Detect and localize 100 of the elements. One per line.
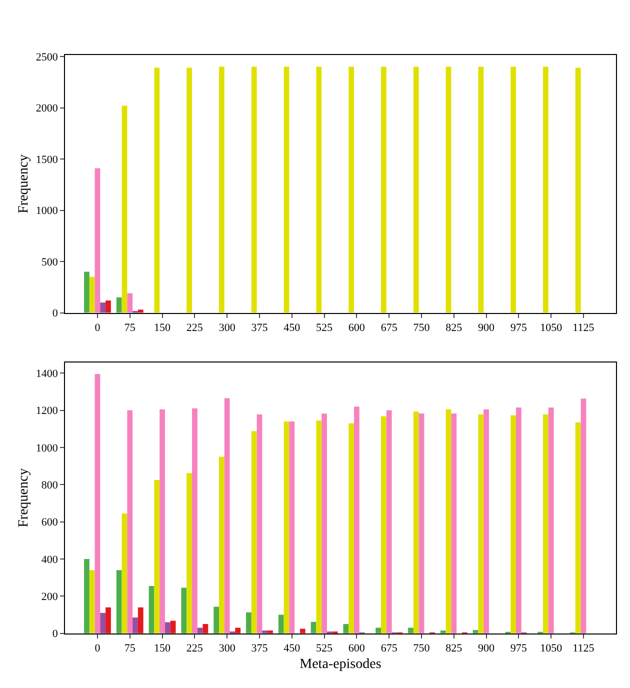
x-tick-label: 825	[446, 642, 463, 655]
bar	[575, 422, 581, 634]
bar	[160, 409, 165, 634]
bar	[164, 622, 170, 634]
bar	[186, 68, 192, 313]
bar	[122, 513, 128, 634]
bar	[181, 588, 187, 634]
bar	[219, 456, 224, 634]
x-tick-label: 600	[348, 322, 366, 334]
x-tick-label: 825	[446, 322, 463, 334]
bar	[100, 302, 106, 313]
x-tick-label: 525	[316, 642, 334, 655]
bar	[348, 423, 354, 634]
bar	[170, 620, 176, 634]
bar	[192, 408, 198, 634]
bar	[89, 276, 95, 313]
bar	[510, 66, 516, 313]
x-tick-label: 150	[154, 642, 172, 655]
bar	[376, 628, 382, 634]
x-axis-title: Meta-episodes	[300, 656, 382, 672]
y-tick-label: 200	[41, 591, 58, 604]
x-tick-label: 975	[510, 322, 528, 334]
bar	[580, 398, 586, 634]
bar	[316, 420, 322, 634]
y-tick-label: 1400	[36, 368, 58, 380]
bar	[138, 310, 144, 313]
bar	[214, 606, 220, 634]
bar	[94, 374, 100, 634]
x-tick-label: 600	[348, 642, 366, 655]
y-tick-label: 2000	[36, 102, 58, 115]
bar	[516, 408, 522, 634]
x-tick-label: 300	[218, 642, 236, 655]
x-tick-label: 750	[413, 642, 430, 655]
x-tick-label: 900	[478, 322, 496, 334]
bar	[224, 398, 230, 634]
y-tick-label: 600	[41, 516, 58, 529]
bar	[235, 628, 241, 634]
bar	[284, 421, 290, 634]
bar	[94, 168, 100, 313]
bar	[84, 272, 90, 313]
bar	[548, 408, 554, 634]
bar	[122, 106, 128, 313]
x-tick-label: 375	[251, 322, 268, 334]
bar	[284, 66, 290, 313]
bar	[127, 293, 133, 313]
x-tick-label: 150	[154, 322, 172, 334]
y-tick-label: 2500	[36, 51, 58, 64]
x-tick-label: 0	[94, 322, 101, 334]
x-tick-label: 75	[124, 642, 136, 655]
y-tick-label: 0	[52, 628, 58, 640]
x-tick-label: 975	[510, 642, 528, 655]
bar	[278, 614, 284, 634]
x-tick-label: 750	[413, 322, 430, 334]
x-tick-label: 0	[94, 642, 101, 655]
y-tick-label: 500	[41, 256, 58, 268]
bar	[251, 431, 257, 634]
y-axis-title: Frequency	[16, 468, 32, 528]
bar	[543, 66, 548, 313]
bar	[348, 66, 354, 313]
bar	[446, 409, 452, 634]
bar	[289, 421, 295, 634]
bar	[408, 628, 414, 634]
y-tick-label: 1000	[36, 205, 58, 218]
bar	[106, 607, 111, 634]
bar	[440, 630, 446, 634]
bar	[484, 409, 489, 634]
bar	[197, 628, 203, 634]
x-tick-label: 450	[284, 642, 301, 655]
x-tick-label: 1050	[540, 322, 563, 334]
bar	[202, 624, 208, 634]
bar	[510, 415, 516, 634]
x-tick-label: 225	[186, 642, 204, 655]
x-tick-label: 75	[124, 322, 136, 334]
x-tick-label: 375	[251, 642, 268, 655]
bar	[262, 630, 268, 634]
y-axis-title: Frequency	[16, 154, 32, 214]
bar	[127, 410, 133, 634]
bar	[251, 66, 257, 313]
bar	[451, 413, 457, 634]
bar	[381, 66, 386, 313]
bar	[575, 68, 581, 313]
bar	[132, 618, 138, 634]
x-tick-label: 900	[478, 642, 496, 655]
bar	[154, 68, 160, 313]
bar	[154, 480, 160, 634]
bar	[354, 406, 360, 634]
x-tick-label: 675	[380, 322, 398, 334]
bar	[186, 473, 192, 634]
bar	[446, 66, 452, 313]
bar	[100, 612, 106, 634]
x-tick-label: 1050	[540, 642, 563, 655]
y-tick-label: 800	[41, 479, 58, 492]
y-tick-label: 400	[41, 554, 58, 566]
y-tick-label: 1200	[36, 405, 58, 418]
bar	[418, 413, 424, 634]
x-tick-label: 450	[284, 322, 301, 334]
bar	[268, 630, 273, 634]
bar	[381, 416, 386, 634]
bar	[246, 612, 252, 634]
bar	[343, 624, 349, 634]
